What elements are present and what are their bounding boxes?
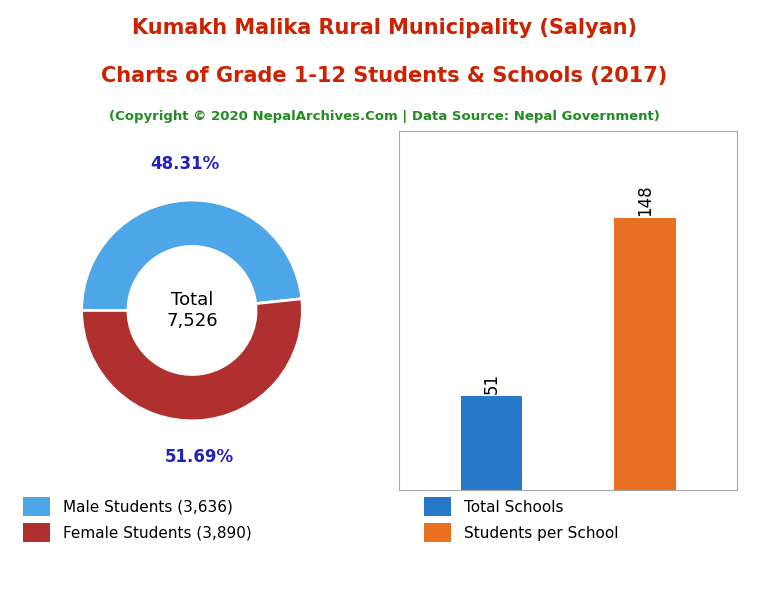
- Text: 48.31%: 48.31%: [150, 155, 220, 173]
- Bar: [614, 218, 676, 490]
- Wedge shape: [81, 200, 302, 310]
- Bar: [461, 396, 522, 490]
- Text: 51: 51: [482, 373, 501, 394]
- Text: (Copyright © 2020 NepalArchives.Com | Data Source: Nepal Government): (Copyright © 2020 NepalArchives.Com | Da…: [108, 110, 660, 124]
- Text: Charts of Grade 1-12 Students & Schools (2017): Charts of Grade 1-12 Students & Schools …: [101, 66, 667, 86]
- Text: Kumakh Malika Rural Municipality (Salyan): Kumakh Malika Rural Municipality (Salyan…: [131, 18, 637, 38]
- Legend: Total Schools, Students per School: Total Schools, Students per School: [424, 497, 618, 542]
- Text: 51.69%: 51.69%: [165, 448, 234, 466]
- Legend: Male Students (3,636), Female Students (3,890): Male Students (3,636), Female Students (…: [23, 497, 251, 542]
- Wedge shape: [81, 298, 303, 421]
- Text: Total
7,526: Total 7,526: [166, 291, 218, 330]
- Text: 148: 148: [636, 184, 654, 216]
